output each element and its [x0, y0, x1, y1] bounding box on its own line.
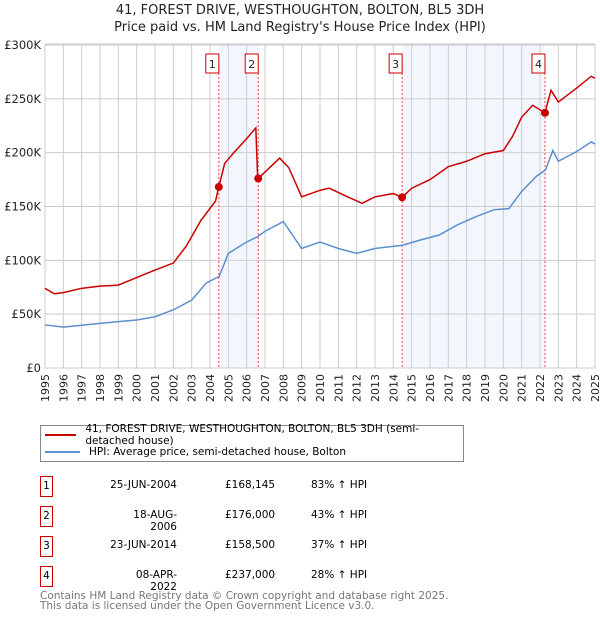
- sale-number-badge: [244, 53, 259, 74]
- transaction-row: 2 18-AUG-2006 £176,000 43% ↑ HPI: [40, 506, 600, 533]
- x-tick-label: 2021: [516, 374, 529, 402]
- transaction-number-badge: 3: [40, 536, 53, 557]
- legend-label: HPI: Average price, semi-detached house,…: [89, 446, 346, 458]
- x-tick-label: 2018: [461, 374, 474, 402]
- sale-number: 1: [209, 58, 216, 71]
- x-tick-label: 2012: [351, 374, 364, 402]
- sale-point: [540, 108, 549, 117]
- x-tick-label: 2001: [149, 374, 162, 402]
- chart-title: 41, FOREST DRIVE, WESTHOUGHTON, BOLTON, …: [115, 3, 485, 18]
- x-tick-label: 2006: [241, 374, 254, 402]
- transaction-row: 4 08-APR-2022 £237,000 28% ↑ HPI: [40, 566, 600, 593]
- y-tick-label: £300K: [4, 38, 41, 52]
- x-tick-label: 2019: [479, 374, 492, 402]
- transaction-row: 1 25-JUN-2004 £168,145 83% ↑ HPI: [40, 476, 600, 498]
- x-tick-label: 2010: [314, 374, 327, 402]
- x-tick-label: 2020: [497, 374, 510, 402]
- x-tick-label: 2005: [222, 374, 235, 402]
- x-tick-label: 1998: [94, 374, 107, 402]
- legend: 41, FOREST DRIVE, WESTHOUGHTON, BOLTON, …: [40, 423, 464, 462]
- transaction-date: 25-JUN-2004: [110, 479, 177, 491]
- x-tick-label: 2016: [424, 374, 437, 402]
- chart-subtitle: Price paid vs. HM Land Registry's House …: [114, 20, 486, 35]
- x-tick-label: 2022: [534, 374, 547, 402]
- legend-item-hpi: HPI: Average price, semi-detached house,…: [41, 444, 346, 460]
- price-chart: 1995 1996 1997 1998 1999 2000 2001 2002 2003 2004…: [4, 38, 600, 402]
- sale-point: [254, 174, 263, 183]
- legend-swatch-blue: [45, 451, 80, 453]
- x-tick-label: 1996: [57, 374, 70, 402]
- transaction-date: 08-APR-2022: [135, 569, 177, 593]
- sale-point: [398, 193, 407, 202]
- transaction-number-badge: 4: [40, 566, 53, 587]
- transaction-price: £237,000: [225, 569, 276, 581]
- x-tick-label: 2014: [387, 374, 400, 402]
- y-tick-label: £50K: [12, 307, 42, 321]
- x-tick-label: 2008: [277, 374, 290, 402]
- x-tick-label: 2011: [332, 374, 345, 402]
- transaction-date: 23-JUN-2014: [110, 539, 177, 551]
- transaction-date: 18-AUG-2006: [133, 509, 177, 533]
- x-tick-label: 2007: [259, 374, 272, 402]
- x-tick-label: 2002: [167, 374, 180, 402]
- y-tick-label: £100K: [4, 253, 41, 267]
- sale-number: 2: [248, 58, 255, 71]
- y-tick-label: £150K: [4, 200, 41, 214]
- hpi-line: [44, 141, 596, 328]
- x-tick-label: 1999: [112, 374, 125, 402]
- x-tick-label: 2004: [204, 374, 217, 402]
- transaction-hpi-change: 43% ↑ HPI: [311, 509, 368, 521]
- x-tick-label: 1995: [39, 374, 52, 402]
- y-tick-label: £200K: [4, 146, 41, 160]
- sale-number: 3: [392, 58, 399, 71]
- property-price-line: [44, 75, 596, 295]
- x-tick-label: 1997: [76, 374, 89, 402]
- transaction-price: £168,145: [225, 479, 276, 491]
- transaction-hpi-change: 37% ↑ HPI: [311, 539, 368, 551]
- x-tick-label: 2023: [552, 374, 565, 402]
- x-tick-label: 2000: [131, 374, 144, 402]
- transaction-price: £158,500: [225, 539, 276, 551]
- sale-number-badge: [205, 53, 220, 74]
- y-tick-label: £250K: [4, 92, 41, 106]
- x-tick-label: 2013: [369, 374, 382, 402]
- x-tick-label: 2017: [442, 374, 455, 402]
- legend-swatch-red: [45, 434, 77, 436]
- transaction-hpi-change: 83% ↑ HPI: [311, 479, 368, 491]
- transaction-row: 3 23-JUN-2014 £158,500 37% ↑ HPI: [40, 536, 600, 558]
- transaction-number-badge: 1: [40, 476, 53, 497]
- plot-border: [44, 43, 596, 369]
- transaction-number-badge: 2: [40, 506, 53, 527]
- sale-number: 4: [535, 58, 542, 71]
- sale-number-badge: [531, 53, 546, 74]
- sale-number-badge: [388, 53, 403, 74]
- footer-line: Contains HM Land Registry data © Crown c…: [40, 590, 449, 602]
- transaction-price: £176,000: [225, 509, 276, 521]
- x-tick-label: 2024: [571, 374, 584, 402]
- legend-item-property: 41, FOREST DRIVE, WESTHOUGHTON, BOLTON, …: [41, 423, 463, 447]
- x-tick-label: 2015: [406, 374, 419, 402]
- x-tick-label: 2025: [589, 374, 600, 402]
- footer: Contains HM Land Registry data © Crown c…: [40, 590, 449, 612]
- transaction-hpi-change: 28% ↑ HPI: [311, 569, 368, 581]
- sale-point: [214, 182, 223, 191]
- footer-line: This data is licensed under the Open Gov…: [40, 600, 375, 612]
- x-tick-label: 2009: [296, 374, 309, 402]
- x-tick-label: 2003: [186, 374, 199, 402]
- y-tick-label: £0: [26, 361, 41, 375]
- legend-label: 41, FOREST DRIVE, WESTHOUGHTON, BOLTON, …: [85, 423, 420, 447]
